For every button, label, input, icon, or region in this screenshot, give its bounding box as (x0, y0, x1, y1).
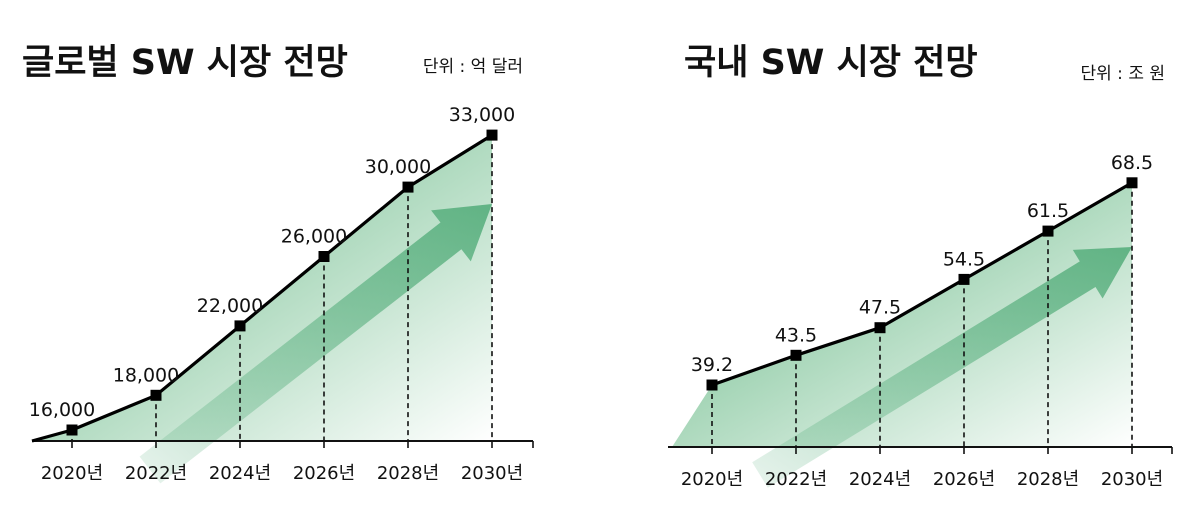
x-tick-label: 2030년 (1101, 469, 1163, 490)
data-label: 18,000 (113, 364, 179, 386)
data-label: 43.5 (775, 324, 817, 346)
data-label: 54.5 (943, 248, 985, 270)
x-tick-label: 2022년 (765, 469, 827, 490)
data-point (1042, 225, 1054, 237)
domestic-chart-plot: 39.2 43.5 47.5 54.5 61.5 68.5 2020년 2022년 2024년 2… (668, 152, 1173, 490)
data-point (402, 181, 414, 193)
global-chart-title: 글로벌 SW 시장 전망 (22, 43, 348, 83)
area-fill (32, 135, 492, 441)
data-label: 26,000 (281, 226, 347, 248)
data-label: 22,000 (197, 295, 263, 317)
data-point (1126, 177, 1138, 189)
data-point (874, 322, 886, 334)
x-tick-label: 2024년 (849, 469, 911, 490)
growth-arrow (752, 247, 1132, 488)
data-point (958, 273, 970, 285)
data-point (790, 349, 802, 361)
data-point (486, 129, 498, 141)
data-label: 68.5 (1111, 152, 1153, 174)
domestic-chart-title: 국내 SW 시장 전망 (684, 43, 978, 83)
data-label: 33,000 (449, 104, 515, 126)
data-point (706, 379, 718, 391)
global-chart-unit: 단위 : 억 달러 (423, 57, 523, 77)
data-label: 47.5 (859, 297, 901, 319)
data-label: 30,000 (365, 156, 431, 178)
x-tick-label: 2028년 (1017, 469, 1079, 490)
x-tick-label: 2026년 (933, 469, 995, 490)
area-fill (672, 182, 1132, 448)
data-point (234, 320, 246, 332)
series-line (711, 181, 1133, 387)
x-tick-label: 2022년 (125, 463, 187, 484)
domestic-chart: 국내 SW 시장 전망 단위 : 조 원 39.2 43.5 47.5 54.5 61.… (668, 43, 1173, 490)
data-point (150, 389, 162, 401)
growth-arrow (139, 204, 492, 484)
global-chart-plot: 16,000 18,000 22,000 26,000 30,000 33,000 2020… (29, 104, 534, 484)
domestic-chart-unit: 단위 : 조 원 (1081, 64, 1166, 84)
data-point (66, 424, 78, 436)
x-tick-label: 2026년 (293, 463, 355, 484)
data-point (318, 251, 330, 262)
x-tick-label: 2024년 (209, 463, 271, 484)
x-tick-label: 2020년 (681, 469, 743, 490)
global-chart: 글로벌 SW 시장 전망 단위 : 억 달러 16,000 18,000 22,00… (22, 43, 534, 484)
data-label: 61.5 (1027, 200, 1069, 222)
x-tick-label: 2030년 (461, 463, 523, 484)
x-tick-label: 2028년 (377, 463, 439, 484)
data-label: 16,000 (29, 399, 95, 421)
x-tick-label: 2020년 (41, 463, 103, 484)
data-label: 39.2 (691, 354, 733, 376)
